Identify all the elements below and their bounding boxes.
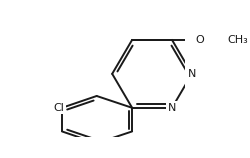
Text: N: N (168, 103, 176, 113)
Text: CH₃: CH₃ (228, 35, 248, 45)
Text: N: N (188, 69, 196, 79)
Text: Cl: Cl (54, 103, 64, 113)
Text: O: O (196, 35, 204, 45)
